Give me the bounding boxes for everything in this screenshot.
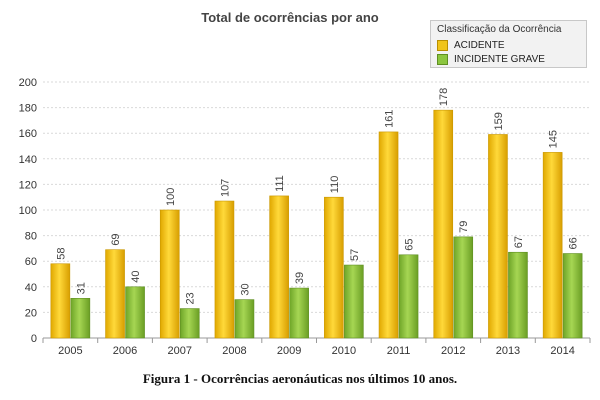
data-label: 57 [349, 249, 361, 261]
x-tick-label: 2009 [277, 345, 301, 357]
chart-title: Total de ocorrências por ano [201, 10, 379, 25]
legend-swatch-incidente-grave [437, 53, 448, 65]
data-label: 40 [130, 271, 142, 283]
y-tick-label: 200 [19, 77, 37, 89]
y-tick-label: 60 [25, 256, 37, 268]
data-label: 100 [165, 188, 177, 206]
bar-acidente [105, 249, 125, 339]
bar-acidente [488, 134, 508, 339]
bar-incidente-grave [70, 298, 91, 339]
x-tick-label: 2005 [58, 345, 82, 357]
bar-acidente [542, 152, 563, 339]
data-label: 159 [493, 112, 505, 130]
data-label: 145 [548, 130, 560, 148]
data-label: 66 [568, 237, 580, 249]
grid-lines [43, 81, 590, 313]
bar-incidente-grave [289, 287, 309, 339]
bar-incidente-grave [344, 264, 364, 339]
data-label: 79 [458, 221, 470, 233]
bar-incidente-grave [453, 236, 474, 339]
legend-swatch-acidente [437, 39, 448, 51]
data-label: 69 [110, 233, 122, 245]
data-label: 161 [384, 110, 396, 128]
data-label: 110 [329, 176, 341, 194]
bar-acidente [324, 196, 344, 339]
data-label: 111 [274, 175, 286, 192]
data-labels: 58 31 69 40 100 23 107 30 111 39 110 57 161 65 178 79 15… [55, 88, 579, 305]
bar-incidente-grave [179, 308, 200, 339]
legend-item-incidente-grave: INCIDENTE GRAVE [437, 53, 545, 65]
data-label: 23 [185, 292, 197, 304]
y-tick-label: 0 [31, 333, 37, 345]
x-tick-label: 2010 [332, 345, 356, 357]
y-tick-label: 20 [25, 307, 37, 319]
data-label: 39 [294, 272, 306, 284]
data-label: 107 [219, 179, 231, 197]
y-tick-label: 80 [25, 231, 37, 243]
legend-label-incidente-grave: INCIDENTE GRAVE [454, 53, 545, 65]
bar-acidente [50, 263, 71, 339]
bar-acidente [433, 109, 454, 339]
bar-incidente-grave [562, 253, 583, 339]
bar-incidente-grave [234, 299, 255, 339]
y-tick-label: 180 [19, 103, 37, 115]
legend-label-acidente: ACIDENTE [454, 39, 505, 51]
data-label: 67 [513, 236, 525, 248]
bar-acidente [269, 195, 289, 339]
y-tick-label: 100 [19, 205, 37, 217]
data-label: 58 [55, 248, 67, 260]
bar-chart: Total de ocorrências por ano 58 31 69 40 100… [19, 10, 591, 357]
legend-title: Classificação da Ocorrência [437, 24, 562, 35]
y-tick-label: 120 [19, 179, 37, 191]
x-tick-label: 2007 [168, 345, 192, 357]
axes [42, 337, 591, 343]
bar-acidente [214, 200, 235, 339]
bar-incidente-grave [508, 251, 528, 339]
legend-item-acidente: ACIDENTE [437, 39, 505, 51]
bar-acidente [378, 131, 399, 339]
data-label: 30 [239, 283, 251, 295]
bars [50, 109, 583, 339]
bar-incidente-grave [398, 254, 419, 339]
bar-acidente [159, 209, 180, 339]
figure-caption: Figura 1 - Ocorrências aeronáuticas nos … [142, 371, 458, 386]
y-tick-label: 40 [25, 282, 37, 294]
x-tick-label: 2014 [550, 345, 574, 357]
data-label: 65 [404, 239, 416, 251]
legend: Classificação da Ocorrência ACIDENTE INC… [430, 20, 587, 68]
x-tick-label: 2011 [387, 345, 411, 357]
x-tick-label: 2012 [441, 345, 465, 357]
tick-labels: 0 20 40 60 80 100 120 140 160 180 200 2005 2006 2007 2… [19, 77, 575, 357]
bar-incidente-grave [125, 286, 145, 339]
data-label: 178 [438, 88, 450, 106]
y-tick-label: 140 [19, 154, 37, 166]
x-tick-label: 2006 [113, 345, 137, 357]
data-label: 31 [75, 282, 87, 294]
y-tick-label: 160 [19, 128, 37, 140]
x-tick-label: 2008 [222, 345, 246, 357]
x-tick-label: 2013 [496, 345, 520, 357]
